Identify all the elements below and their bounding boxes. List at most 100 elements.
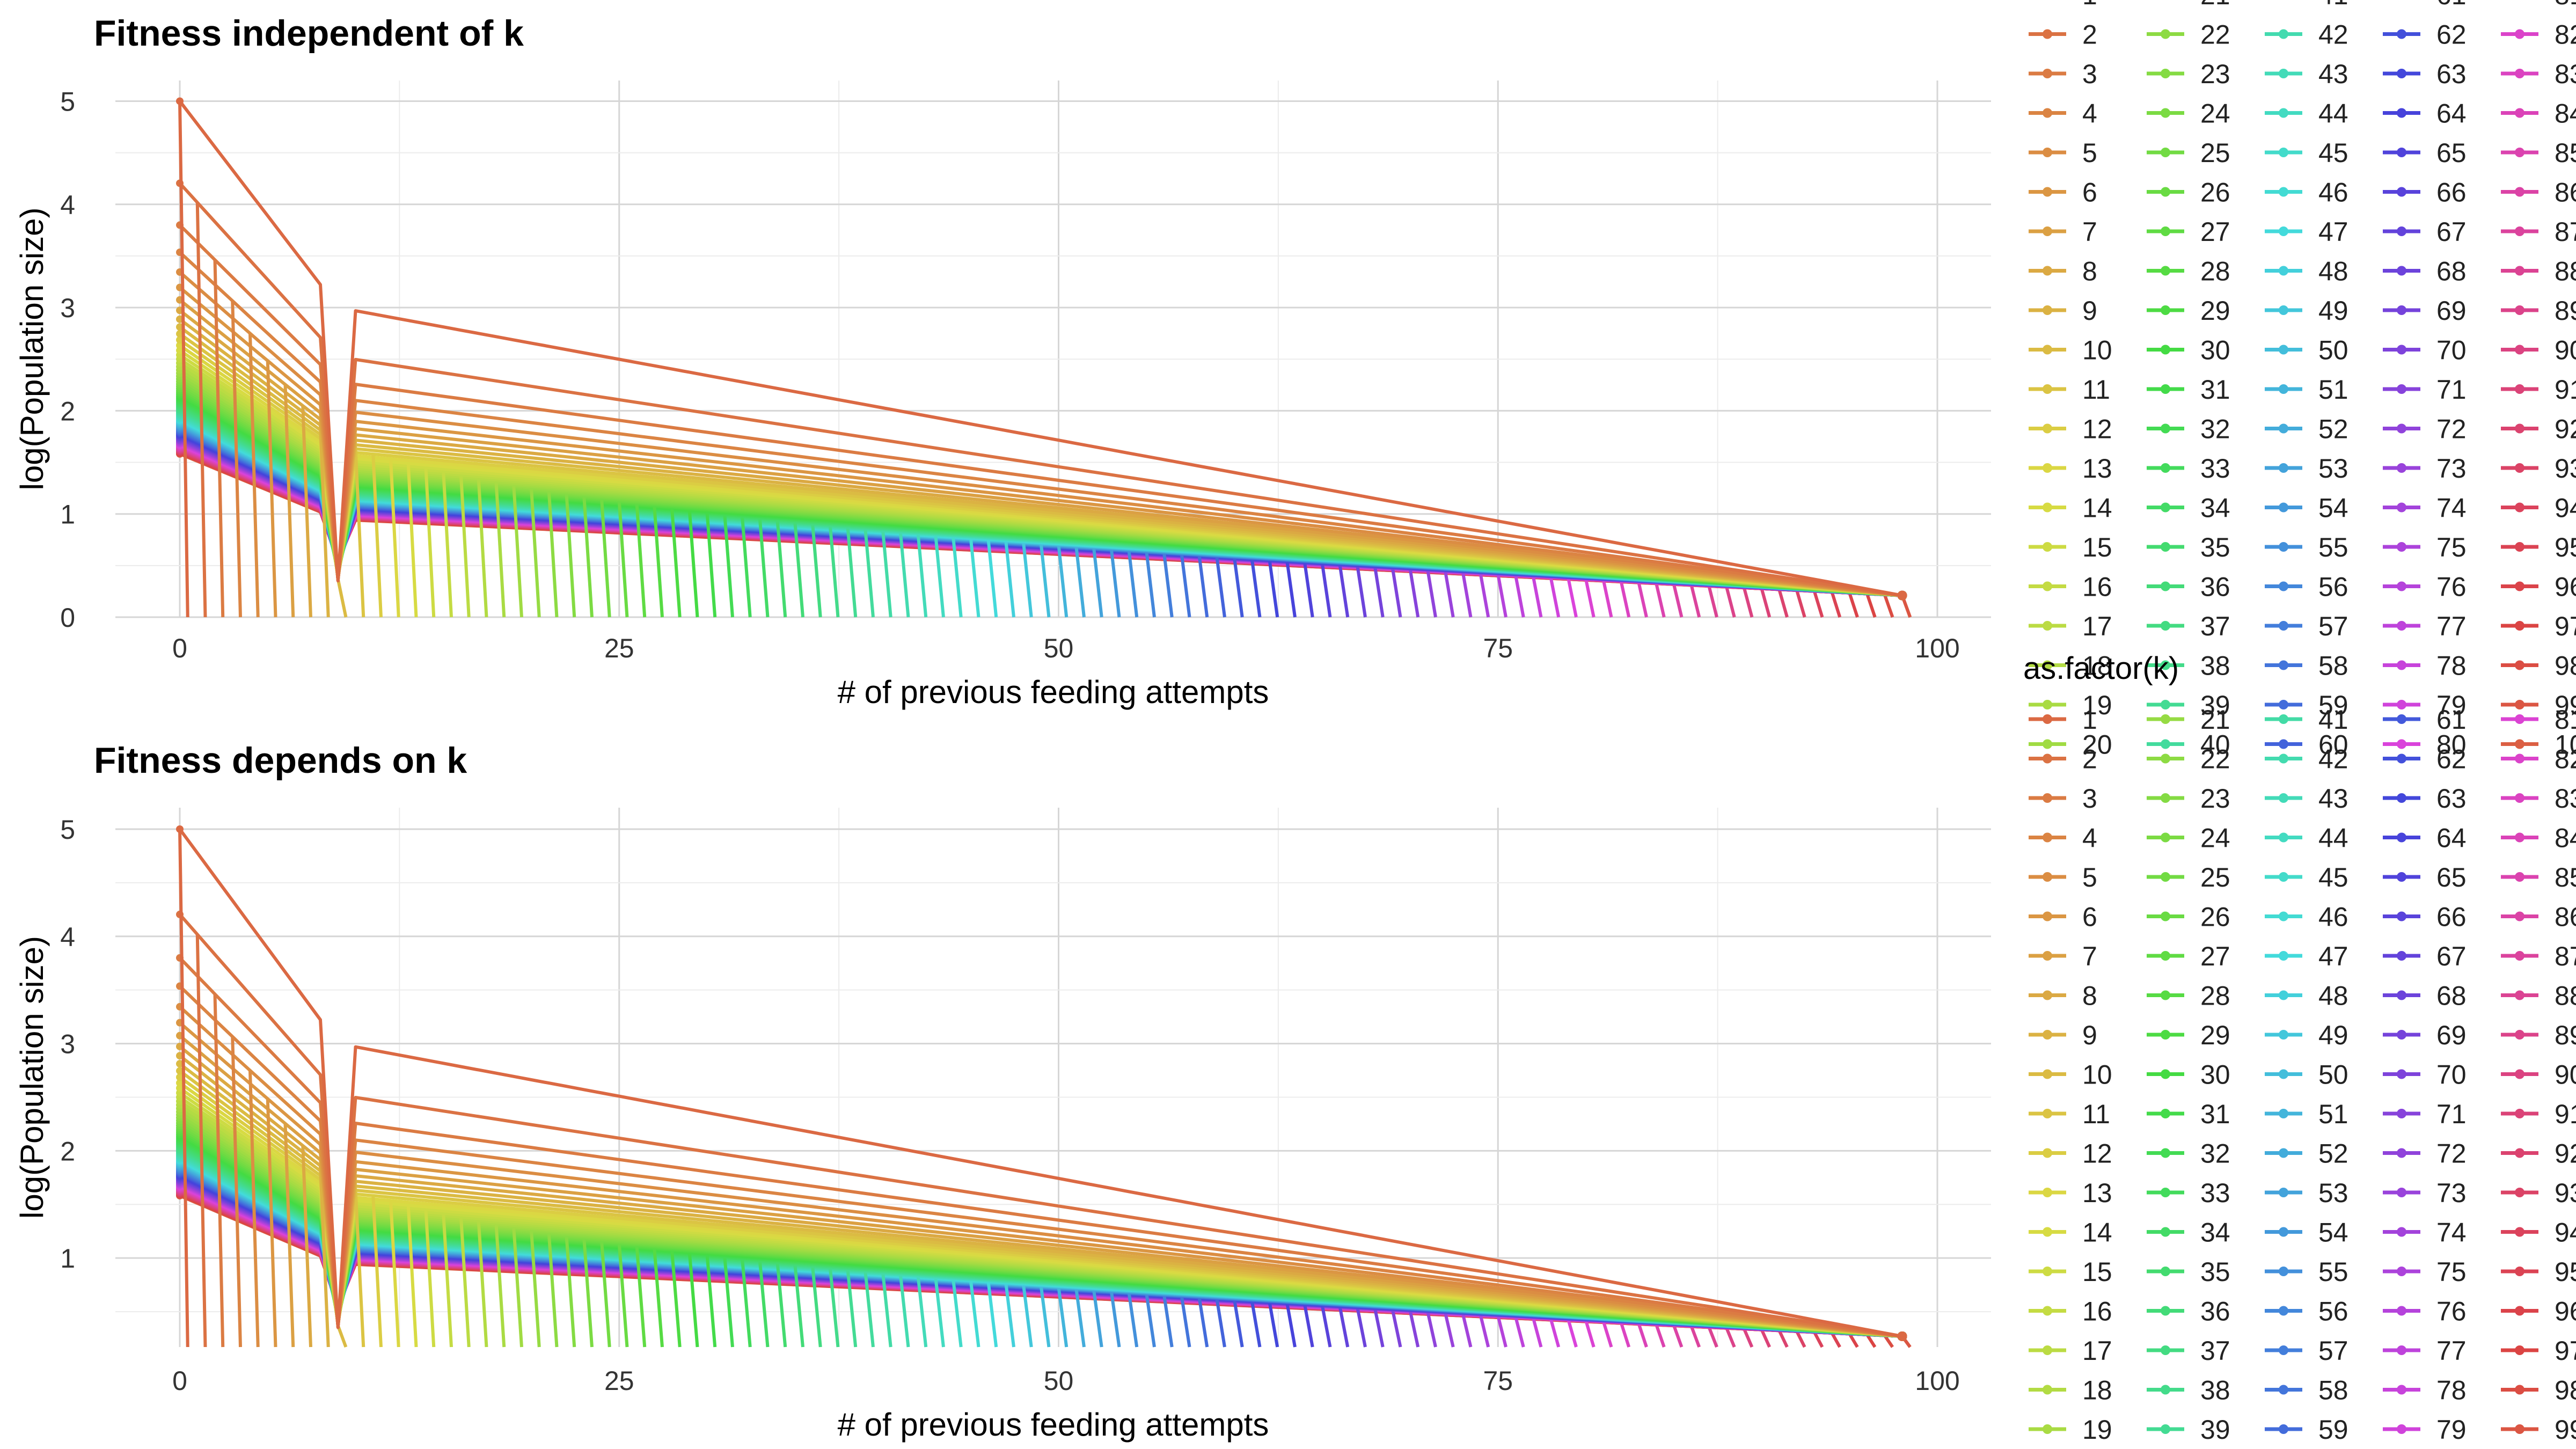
legend-label: 38: [2200, 651, 2230, 681]
series-drop-k54: [1109, 1291, 1121, 1348]
legend-key-point: [2043, 542, 2052, 552]
series-drop-k65: [1303, 1304, 1314, 1348]
legend-label: 70: [2436, 1060, 2467, 1090]
legend-label: 83: [2555, 59, 2576, 89]
legend-key-point: [2515, 463, 2524, 473]
legend-label: 5: [2082, 138, 2097, 168]
legend-label: 2: [2082, 20, 2097, 50]
series-point-k13: [176, 1079, 184, 1087]
legend-key-point: [2161, 700, 2170, 709]
series-drop-k61: [1233, 557, 1244, 618]
legend-label: 34: [2200, 493, 2230, 523]
legend-label: 18: [2082, 1375, 2112, 1406]
series-drop-k40: [863, 528, 875, 618]
series-drop-k44: [934, 534, 945, 618]
series-drop-k19: [494, 481, 506, 618]
x-tick-label: 50: [1044, 1366, 1074, 1396]
legend-key-point: [2279, 1069, 2288, 1079]
legend-key-point: [2515, 714, 2524, 724]
series-drop-k48: [1004, 1283, 1015, 1348]
x-tick-label: 0: [172, 633, 187, 663]
legend-label: 43: [2318, 784, 2348, 814]
series-drop-k53: [1092, 1289, 1103, 1348]
series-drop-k41: [881, 1272, 892, 1348]
series-drop-k3: [213, 260, 225, 618]
legend-key-point: [2515, 1306, 2524, 1316]
legend-label: 74: [2436, 493, 2467, 523]
legend-label: 93: [2555, 1178, 2576, 1208]
series-drop-k15: [424, 1209, 436, 1348]
series-drop-k46: [969, 1279, 980, 1348]
legend-label: 10: [2082, 335, 2112, 365]
y-tick-label: 3: [60, 293, 75, 323]
series-drop-k33: [741, 515, 752, 618]
series-drop-k7: [283, 384, 295, 618]
series-drop-k76: [1496, 1315, 1507, 1348]
legend-key-point: [2279, 581, 2288, 591]
series-drop-k29: [670, 507, 682, 618]
legend-label: 25: [2200, 138, 2230, 168]
legend-label: 61: [2436, 0, 2467, 10]
legend-label: 19: [2082, 1415, 2112, 1445]
legend-key-point: [2515, 660, 2524, 670]
legend-label: 43: [2318, 59, 2348, 89]
series-drop-k55: [1127, 1292, 1139, 1348]
series-drop-k70: [1391, 567, 1402, 618]
series-end-point-k1: [1897, 590, 1907, 601]
legend-label: 57: [2318, 1336, 2348, 1366]
legend-key-point: [2279, 739, 2288, 749]
series-drop-k89: [1725, 1327, 1736, 1348]
legend-key-point: [2515, 187, 2524, 197]
legend-label: 96: [2555, 572, 2576, 602]
series-drop-k39: [846, 526, 858, 618]
y-tick-label: 5: [60, 86, 75, 116]
legend-label: 79: [2436, 1415, 2467, 1445]
legend-key-point: [2515, 1109, 2524, 1118]
legend-key-point: [2161, 753, 2170, 764]
legend-label: 7: [2082, 941, 2097, 971]
x-axis-label: # of previous feeding attempts: [838, 1407, 1269, 1443]
legend-key-point: [2397, 1345, 2406, 1355]
legend-key-point: [2515, 1188, 2524, 1197]
legend-label: 9: [2082, 296, 2097, 326]
legend-key-point: [2043, 187, 2052, 197]
legend-top: 1234567891011121314151617181920212223242…: [2023, 0, 2576, 760]
series-point-k11: [176, 330, 184, 338]
legend-key-point: [2515, 1424, 2524, 1434]
legend-label: 96: [2555, 1297, 2576, 1327]
series-drop-k69: [1373, 566, 1385, 618]
legend-key-point: [2515, 542, 2524, 552]
legend-key-point: [2043, 990, 2052, 1000]
legend-key-point: [2515, 345, 2524, 355]
legend-label: 61: [2436, 705, 2467, 735]
legend-label: 93: [2555, 453, 2576, 484]
legend-key-point: [2515, 29, 2524, 39]
series-drop-k94: [1813, 1331, 1824, 1348]
legend-label: 69: [2436, 1020, 2467, 1050]
series-drop-k81: [1584, 579, 1596, 618]
legend-label: 88: [2555, 257, 2576, 287]
legend-label: 50: [2318, 1060, 2348, 1090]
series-drop-k64: [1285, 1302, 1297, 1348]
series-drop-k81: [1584, 1320, 1596, 1348]
legend-label: 80: [2436, 730, 2467, 760]
legend-key-point: [2043, 1109, 2052, 1118]
series-drop-k76: [1496, 574, 1507, 618]
y-axis-label: log(Population size): [14, 208, 50, 491]
legend-label: 3: [2082, 784, 2097, 814]
legend-label: 97: [2555, 1336, 2576, 1366]
legend-key-point: [2397, 1148, 2406, 1158]
legend-label: 91: [2555, 375, 2576, 405]
legend-label: 84: [2555, 99, 2576, 129]
legend-label: 48: [2318, 257, 2348, 287]
series-drop-k79: [1549, 576, 1561, 618]
legend-label: 44: [2318, 99, 2348, 129]
legend-label: 63: [2436, 59, 2467, 89]
legend-key-point: [2515, 872, 2524, 882]
legend-key-point: [2043, 951, 2052, 961]
series-point-k1: [176, 97, 184, 105]
legend-key-point: [2515, 1030, 2524, 1040]
legend-key-point: [2043, 384, 2052, 394]
legend-key-point: [2279, 1345, 2288, 1355]
